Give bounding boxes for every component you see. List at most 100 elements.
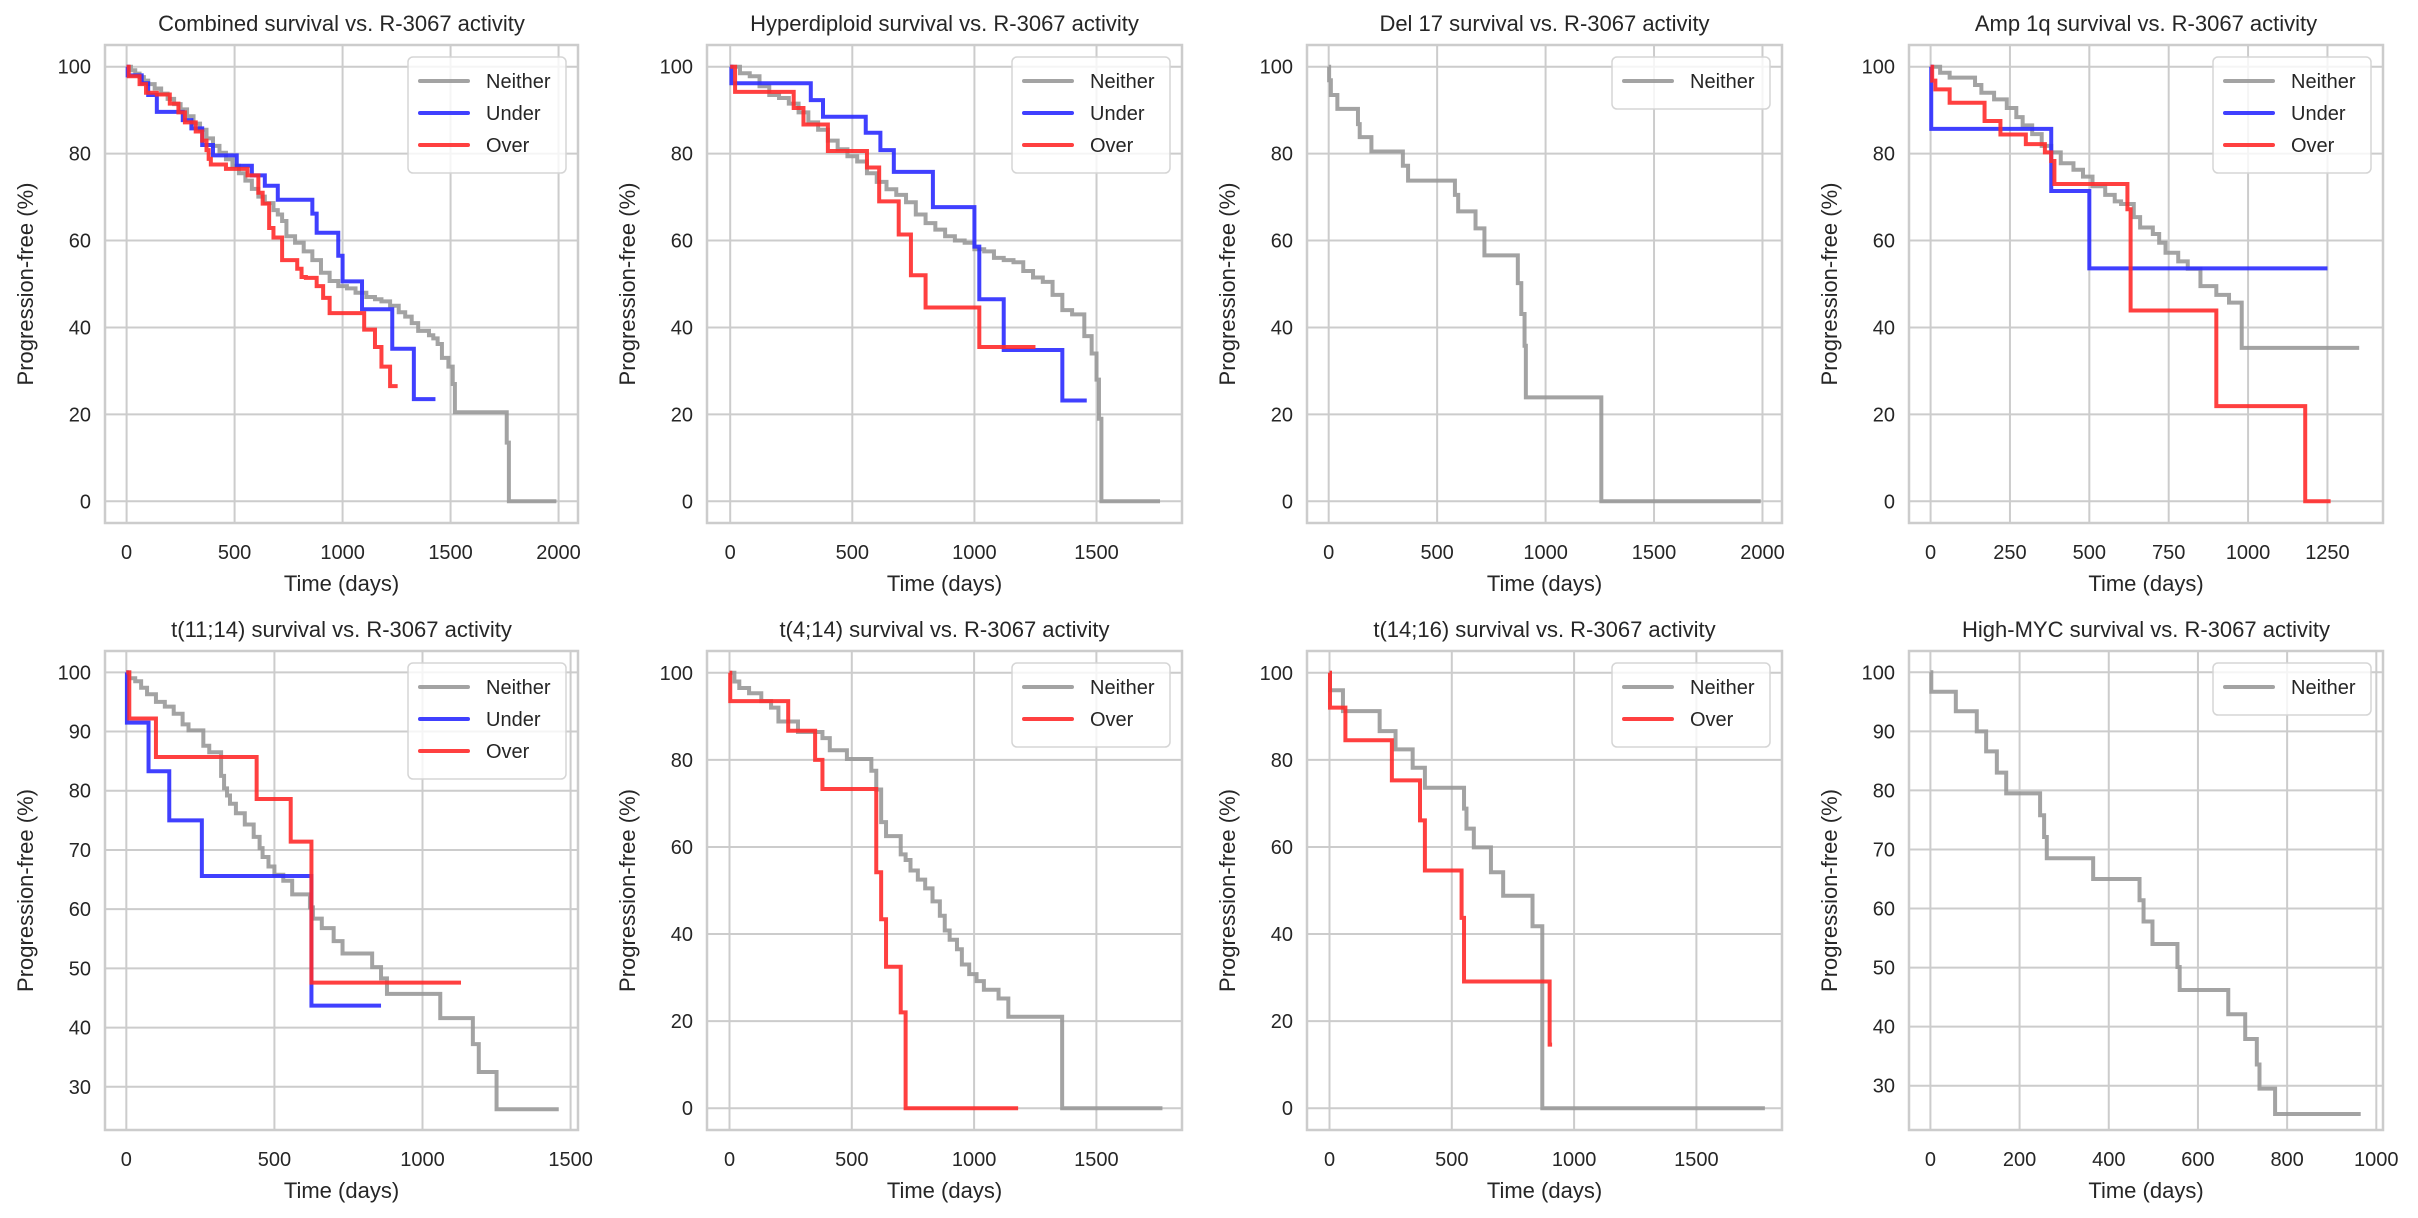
legend-label-over: Over bbox=[1090, 709, 1134, 731]
axes-frame bbox=[103, 649, 580, 1132]
x-axis-label: Time (days) bbox=[284, 571, 399, 596]
legend-label-over: Over bbox=[1090, 135, 1134, 157]
x-tick-label: 1000 bbox=[952, 542, 997, 564]
x-tick-label: 400 bbox=[2092, 1149, 2125, 1171]
legend: Neither bbox=[1611, 56, 1771, 110]
legend-label-neither: Neither bbox=[2291, 677, 2356, 699]
y-axis-label: Progression-free (%) bbox=[615, 789, 640, 992]
y-tick-label: 80 bbox=[69, 781, 91, 803]
x-tick-label: 1000 bbox=[1552, 1149, 1597, 1171]
legend-label-over: Over bbox=[486, 741, 530, 763]
x-tick-label: 0 bbox=[724, 1149, 735, 1171]
y-tick-label: 100 bbox=[58, 57, 91, 79]
chart-title: t(4;14) survival vs. R-3067 activity bbox=[779, 617, 1109, 642]
x-tick-label: 1500 bbox=[428, 542, 473, 564]
series-line-under bbox=[1929, 64, 2328, 271]
y-tick-label: 0 bbox=[80, 491, 91, 513]
series-line-over bbox=[728, 670, 1019, 1111]
chart-panel-hyperdiploid: 0 500 1000 1500 0 20 40 60 80 100 Hyperdiploid sur… bbox=[615, 11, 1184, 596]
legend-label-over: Over bbox=[2291, 135, 2335, 157]
chart-panel-amp-1q: 0 250 500 750 1000 1250 0 20 40 60 80 100 Amp 1q sur… bbox=[1817, 11, 2385, 596]
x-tick-label: 0 bbox=[121, 542, 132, 564]
x-tick-label: 0 bbox=[1925, 1149, 1936, 1171]
legend: Neither Under Over bbox=[407, 662, 567, 780]
series-line-over bbox=[126, 670, 462, 985]
axes-frame bbox=[705, 649, 1184, 1132]
y-tick-label: 100 bbox=[660, 57, 693, 79]
series-line-over bbox=[730, 64, 1036, 350]
legend-label-under: Under bbox=[2291, 103, 2346, 125]
y-tick-label: 80 bbox=[1271, 750, 1293, 772]
x-tick-label: 750 bbox=[2152, 542, 2185, 564]
x-tick-label: 0 bbox=[725, 542, 736, 564]
series-line-neither bbox=[1327, 64, 1761, 504]
chart-title: High-MYC survival vs. R-3067 activity bbox=[1962, 617, 2330, 642]
x-axis-label: Time (days) bbox=[887, 571, 1002, 596]
legend-label-neither: Neither bbox=[1690, 71, 1755, 93]
x-tick-label: 0 bbox=[1323, 542, 1334, 564]
y-tick-label: 30 bbox=[1873, 1076, 1895, 1098]
y-tick-label: 40 bbox=[1271, 924, 1293, 946]
y-tick-label: 100 bbox=[1862, 662, 1895, 684]
x-axis-label: Time (days) bbox=[887, 1178, 1002, 1203]
x-tick-label: 200 bbox=[2003, 1149, 2036, 1171]
y-tick-label: 0 bbox=[682, 491, 693, 513]
y-tick-label: 60 bbox=[1271, 837, 1293, 859]
legend-label-under: Under bbox=[486, 103, 541, 125]
x-tick-label: 1500 bbox=[1674, 1149, 1719, 1171]
y-tick-label: 80 bbox=[1873, 144, 1895, 166]
x-tick-label: 500 bbox=[1420, 542, 1453, 564]
x-tick-label: 1000 bbox=[2226, 542, 2271, 564]
y-tick-label: 50 bbox=[69, 958, 91, 980]
x-tick-label: 1000 bbox=[952, 1149, 997, 1171]
series-line-neither bbox=[126, 670, 559, 1112]
axes-frame bbox=[1305, 649, 1784, 1132]
axes-frame bbox=[1907, 649, 2385, 1132]
y-axis-label: Progression-free (%) bbox=[1817, 183, 1842, 386]
legend: Neither Under Over bbox=[1011, 56, 1171, 174]
y-tick-label: 60 bbox=[69, 231, 91, 253]
y-tick-label: 100 bbox=[58, 662, 91, 684]
chart-title: t(14;16) survival vs. R-3067 activity bbox=[1373, 617, 1715, 642]
y-tick-label: 80 bbox=[671, 144, 693, 166]
legend: Neither Under Over bbox=[407, 56, 567, 174]
y-tick-label: 40 bbox=[671, 924, 693, 946]
y-tick-label: 50 bbox=[1873, 958, 1895, 980]
axes-frame bbox=[1907, 43, 2385, 525]
chart-panel-combined: 0 500 1000 1500 2000 0 20 40 60 80 100 Combined sur… bbox=[13, 11, 581, 596]
series-line-neither bbox=[1930, 64, 2360, 350]
series-line-over bbox=[126, 64, 398, 389]
x-axis-label: Time (days) bbox=[1487, 571, 1602, 596]
chart-panel-high-myc: 0 200 400 600 800 1000 30 40 50 60 70 80 90 100 High-M… bbox=[1817, 617, 2399, 1203]
y-tick-label: 40 bbox=[1873, 1017, 1895, 1039]
y-tick-label: 20 bbox=[1873, 404, 1895, 426]
x-tick-label: 0 bbox=[1324, 1149, 1335, 1171]
y-tick-label: 100 bbox=[1260, 663, 1293, 685]
x-tick-label: 2000 bbox=[536, 542, 581, 564]
axes-frame bbox=[103, 43, 580, 525]
y-tick-label: 30 bbox=[69, 1077, 91, 1099]
y-tick-label: 80 bbox=[1271, 144, 1293, 166]
y-tick-label: 40 bbox=[1271, 317, 1293, 339]
y-tick-label: 80 bbox=[69, 144, 91, 166]
chart-panel-t-14-16: 0 500 1000 1500 0 20 40 60 80 100 t(14;16) surviva… bbox=[1215, 617, 1784, 1203]
y-tick-label: 60 bbox=[1873, 231, 1895, 253]
chart-title: Del 17 survival vs. R-3067 activity bbox=[1379, 11, 1709, 36]
y-tick-label: 40 bbox=[671, 317, 693, 339]
x-axis-label: Time (days) bbox=[2088, 1178, 2203, 1203]
chart-panel-del-17: 0 500 1000 1500 2000 0 20 40 60 80 100 Del 17 survi… bbox=[1215, 11, 1785, 596]
legend-label-neither: Neither bbox=[1090, 677, 1155, 699]
x-tick-label: 1500 bbox=[548, 1149, 593, 1171]
legend: Neither Under Over bbox=[2212, 56, 2372, 174]
y-axis-label: Progression-free (%) bbox=[615, 183, 640, 386]
series-line-neither bbox=[1327, 670, 1765, 1111]
legend-box bbox=[1611, 56, 1771, 110]
y-tick-label: 20 bbox=[69, 404, 91, 426]
x-tick-label: 1500 bbox=[1632, 542, 1677, 564]
x-tick-label: 2000 bbox=[1740, 542, 1785, 564]
y-tick-label: 40 bbox=[69, 1018, 91, 1040]
y-tick-label: 60 bbox=[671, 837, 693, 859]
chart-title: t(11;14) survival vs. R-3067 activity bbox=[171, 617, 512, 642]
x-tick-label: 500 bbox=[218, 542, 251, 564]
x-tick-label: 1250 bbox=[2305, 542, 2350, 564]
